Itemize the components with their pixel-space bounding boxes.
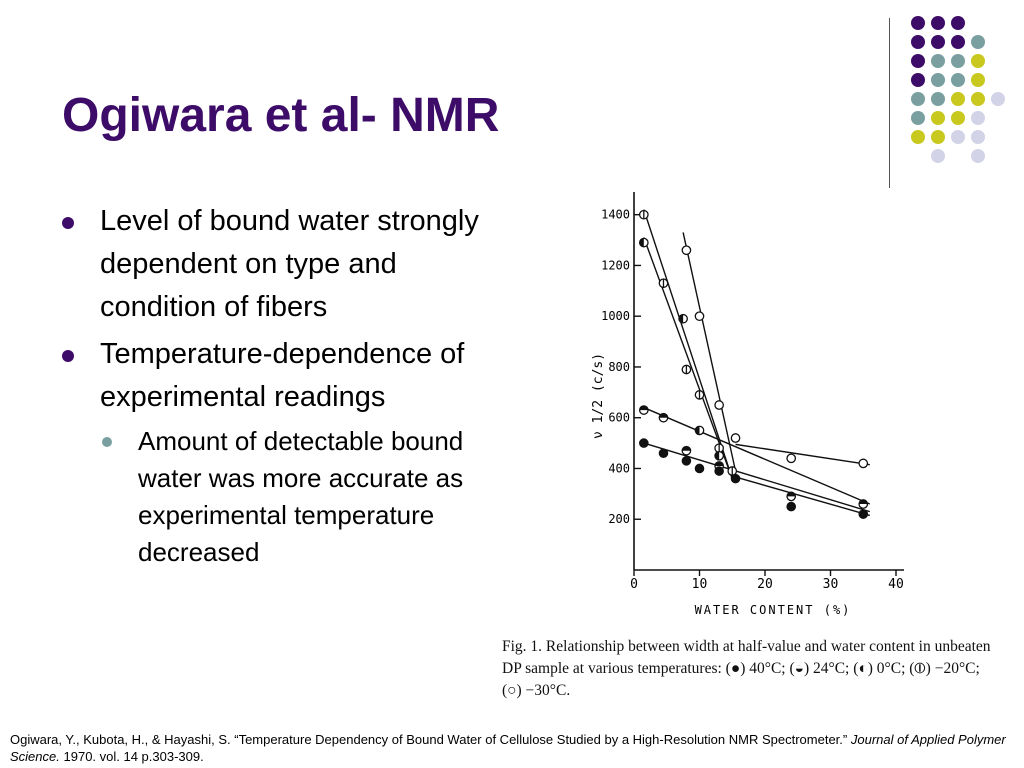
citation-journal: Journal of Applied Polymer Science.	[10, 732, 1006, 764]
y-tick-label: 800	[608, 360, 630, 374]
data-point-mark	[859, 499, 868, 505]
y-tick-label: 1200	[601, 258, 630, 272]
decorative-dot	[911, 111, 925, 125]
citation-text: Ogiwara, Y., Kubota, H., & Hayashi, S. “…	[10, 732, 848, 747]
decorative-dot	[951, 92, 965, 106]
citation: Ogiwara, Y., Kubota, H., & Hayashi, S. “…	[10, 731, 1024, 765]
fit-line	[643, 209, 733, 479]
decorative-dot	[931, 130, 945, 144]
x-tick-label: 20	[757, 577, 773, 592]
x-axis-label: WATER CONTENT (%)	[695, 603, 852, 617]
bullet-text: Level of bound water strongly dependent …	[100, 205, 479, 323]
citation-details: 1970. vol. 14 p.303-309.	[63, 749, 204, 764]
data-point	[681, 245, 692, 256]
decorative-dot	[931, 149, 945, 163]
x-tick-label: 10	[692, 577, 708, 592]
fit-line	[682, 232, 737, 472]
data-point-mark	[639, 405, 649, 411]
decorative-dot	[971, 130, 985, 144]
title-divider	[889, 18, 890, 188]
x-tick-label: 40	[888, 577, 904, 592]
y-tick-label: 200	[608, 512, 630, 526]
decorative-dot	[931, 111, 945, 125]
decorative-dot	[931, 54, 945, 68]
decorative-dot	[911, 73, 925, 87]
decorative-dot	[951, 16, 965, 30]
data-point-mark	[678, 314, 684, 323]
bullet-icon	[62, 350, 74, 362]
decorative-dot	[971, 111, 985, 125]
decorative-dot	[911, 130, 925, 144]
fit-line	[732, 475, 870, 517]
y-tick-label: 600	[608, 411, 630, 425]
decorative-dot	[951, 130, 965, 144]
data-point	[714, 400, 724, 410]
sub-bullet-icon	[102, 437, 112, 447]
fit-line	[735, 443, 870, 466]
data-point	[730, 433, 741, 443]
decorative-dot	[971, 73, 985, 87]
slide-title: Ogiwara et al- NMR	[62, 89, 500, 142]
decorative-dot	[951, 54, 965, 68]
bullet-icon	[62, 217, 74, 229]
y-tick-label: 1400	[601, 208, 630, 222]
data-point	[658, 448, 669, 459]
data-point	[786, 453, 797, 464]
decorative-dot	[971, 35, 985, 49]
decorative-dot	[931, 35, 945, 49]
bullet-item: Temperature-dependence of experimental r…	[62, 333, 482, 419]
decorative-dot	[991, 92, 1005, 106]
y-tick-label: 1000	[601, 309, 630, 323]
fit-line	[643, 406, 871, 505]
bullet-list: Level of bound water strongly dependent …	[62, 200, 482, 571]
bullet-item: Level of bound water strongly dependent …	[62, 200, 482, 329]
data-point-mark	[714, 461, 724, 466]
data-point-mark	[695, 426, 700, 435]
nmr-chart: 200 400 600 800 1000 1200 1400 0 10 20 30 40 WATER C…	[591, 192, 904, 617]
decorative-dot	[951, 73, 965, 87]
data-point	[858, 509, 869, 519]
data-point-mark	[714, 451, 720, 460]
data-point	[714, 466, 724, 476]
data-point	[730, 473, 741, 484]
decorative-dot	[911, 16, 925, 30]
decorative-dot	[911, 54, 925, 68]
data-point	[858, 458, 869, 469]
decorative-dot	[971, 92, 985, 106]
fit-line	[643, 237, 733, 479]
sub-bullet-text: Amount of detectable bound water was mor…	[138, 426, 464, 567]
decorative-dot	[911, 92, 925, 106]
decorative-dot	[951, 111, 965, 125]
x-tick-label: 0	[630, 577, 638, 592]
decorative-dot	[951, 35, 965, 49]
bullet-text: Temperature-dependence of experimental r…	[100, 338, 465, 413]
data-point	[694, 463, 705, 474]
data-point	[694, 311, 705, 322]
decorative-dot	[931, 16, 945, 30]
figure-caption: Fig. 1. Relationship between width at ha…	[502, 638, 991, 699]
decorative-dot	[971, 54, 985, 68]
data-point	[639, 438, 649, 448]
data-point-mark	[787, 492, 796, 497]
fit-line	[643, 442, 871, 513]
data-point	[786, 501, 796, 512]
decorative-dot	[971, 149, 985, 163]
y-tick-label: 400	[608, 461, 630, 475]
data-point-mark	[682, 446, 691, 451]
x-tick-label: 30	[823, 577, 839, 592]
decorative-dot	[931, 92, 945, 106]
data-point-mark	[659, 413, 668, 418]
decorative-dot	[931, 73, 945, 87]
decorative-dot	[911, 35, 925, 49]
data-point	[681, 456, 692, 466]
sub-bullet-item: Amount of detectable bound water was mor…	[62, 423, 482, 571]
data-point-mark	[639, 238, 644, 247]
y-axis-label: ν 1/2 (c/s)	[591, 353, 606, 439]
